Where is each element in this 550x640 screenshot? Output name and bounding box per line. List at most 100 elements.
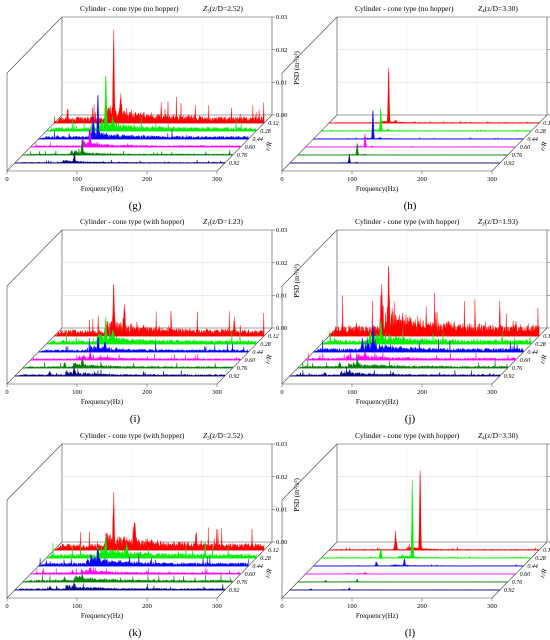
z-ratio: (z/D=2.52)	[210, 4, 244, 13]
z-symbol: Z	[478, 431, 483, 440]
x-tick-label: 100	[72, 603, 82, 610]
series-0_60-spectrum	[305, 351, 516, 361]
series-0_60-spectrum	[30, 125, 241, 148]
depth-axis-label: r/R	[538, 353, 549, 365]
series-0_76-spectrum	[297, 356, 508, 369]
depth-tick-label: 0.12	[543, 334, 550, 340]
series-0_76-spectrum	[297, 578, 508, 583]
series-0_44-spectrum	[313, 324, 524, 353]
depth-tick-label: 0.92	[504, 161, 515, 167]
frame-floor-right-edge	[216, 541, 273, 599]
panel-z-label: Z4(z/D=3.30)	[478, 431, 518, 442]
series-0_76-spectrum	[22, 139, 233, 156]
depth-tick-label: 0.76	[512, 153, 523, 159]
z-ratio: (z/D=3.30)	[485, 431, 519, 440]
y-tick-label: 0.02	[276, 47, 287, 54]
depth-tick-label: 0.60	[520, 572, 531, 578]
frame-floor-left-edge	[6, 327, 63, 385]
z-subscript: 2	[482, 223, 485, 228]
series-0_92-spectrum	[14, 582, 226, 591]
y-tick-label: 0.01	[276, 293, 287, 300]
z-ratio: (z/D=1.23)	[210, 217, 244, 226]
panel-z-label: Z4(z/D=3.30)	[478, 4, 518, 15]
panel-letter: (h)	[404, 200, 417, 212]
y-tick-label: 0.01	[276, 80, 287, 87]
panel-letter: (l)	[405, 627, 416, 639]
depth-tick-label: 0.12	[268, 334, 279, 340]
depth-tick-label: 0.28	[260, 129, 271, 135]
x-axis-label: Frequency(Hz)	[356, 398, 399, 406]
panel-letter: (k)	[129, 627, 142, 639]
x-tick-label: 200	[417, 603, 427, 610]
x-tick-label: 300	[487, 176, 497, 183]
x-tick-label: 100	[347, 176, 357, 183]
frame-left-top-edge	[281, 16, 338, 74]
panel-z-label: Z1(z/D=1.23)	[203, 217, 243, 228]
depth-tick-label: 0.76	[237, 153, 248, 159]
z-symbol: Z	[478, 4, 483, 13]
depth-tick-label: 0.28	[535, 556, 546, 562]
depth-tick-label: 0.28	[535, 129, 546, 135]
series-0_76-spectrum	[297, 143, 508, 156]
z-subscript: 3	[207, 437, 210, 442]
frame-floor-right-edge	[491, 541, 548, 599]
depth-tick-label: 0.28	[260, 556, 271, 562]
panel-letter: (j)	[405, 413, 416, 425]
x-axis-label: Frequency(Hz)	[356, 612, 399, 620]
z-subscript: 3	[207, 10, 210, 15]
depth-tick-label: 0.44	[252, 136, 263, 143]
frame-floor-left-edge	[6, 114, 63, 172]
depth-tick-label: 0.44	[252, 563, 263, 570]
z-ratio: (z/D=1.93)	[485, 217, 519, 226]
depth-tick-label: 0.60	[245, 572, 256, 578]
y-tick-label: 0.01	[276, 507, 287, 514]
depth-tick-label: 0.92	[504, 588, 515, 594]
depth-tick-label: 0.60	[245, 145, 256, 151]
y-axis-label: PSD (m²/s³)	[293, 51, 301, 85]
series-0_12-spectrum	[53, 284, 265, 337]
frame-left-top-edge	[281, 443, 338, 501]
panel-1: Cylinder - cone type (no hopper) Z4(z/D=3…	[280, 4, 550, 212]
series-0_44-spectrum	[38, 94, 249, 140]
z-subscript: 4	[482, 10, 485, 15]
depth-tick-label: 0.60	[520, 145, 531, 151]
frame-floor-right-edge	[491, 114, 548, 172]
depth-tick-label: 0.76	[237, 580, 248, 586]
frame-left-top-edge	[6, 443, 63, 501]
depth-tick-label: 0.12	[268, 121, 279, 127]
frame-floor-left-edge	[281, 327, 338, 385]
y-tick-label: 0.03	[276, 14, 287, 21]
z-symbol: Z	[203, 217, 208, 226]
frame-left-top-edge	[6, 16, 63, 74]
z-symbol: Z	[478, 217, 483, 226]
panel-0: Cylinder - cone type (no hopper) Z3(z/D=2…	[5, 4, 301, 212]
x-tick-label: 200	[142, 389, 152, 396]
series-0_76-spectrum	[22, 358, 233, 369]
x-tick-label: 300	[212, 389, 222, 396]
depth-tick-label: 0.76	[512, 366, 523, 372]
depth-axis-label: r/R	[538, 140, 549, 152]
panel-title: Cylinder - cone type (with hopper)	[355, 431, 460, 440]
y-tick-label: 0.00	[276, 539, 287, 546]
depth-tick-label: 0.44	[252, 349, 263, 356]
panel-title: Cylinder - cone type (with hopper)	[80, 431, 185, 440]
frame-floor-left-edge	[281, 541, 338, 599]
panel-3: Cylinder - cone type (with hopper) Z2(z/D…	[280, 217, 550, 425]
y-axis-label: PSD (m²/s³)	[293, 478, 301, 512]
x-tick-label: 0	[280, 389, 283, 396]
series-0_28-spectrum	[321, 107, 532, 132]
x-axis-label: Frequency(Hz)	[81, 398, 124, 406]
frame-floor-right-edge	[216, 327, 273, 385]
x-tick-label: 0	[5, 389, 8, 396]
depth-tick-label: 0.12	[543, 121, 550, 127]
x-tick-label: 300	[487, 389, 497, 396]
depth-tick-label: 0.92	[229, 374, 240, 380]
depth-tick-label: 0.44	[527, 136, 538, 143]
panel-5: Cylinder - cone type (with hopper) Z4(z/D…	[280, 431, 550, 639]
x-tick-label: 300	[212, 176, 222, 183]
frame-floor-right-edge	[216, 114, 273, 172]
series-0_92-spectrum	[289, 154, 501, 164]
x-axis-label: Frequency(Hz)	[81, 612, 124, 620]
frame-floor-right-edge	[491, 327, 548, 385]
